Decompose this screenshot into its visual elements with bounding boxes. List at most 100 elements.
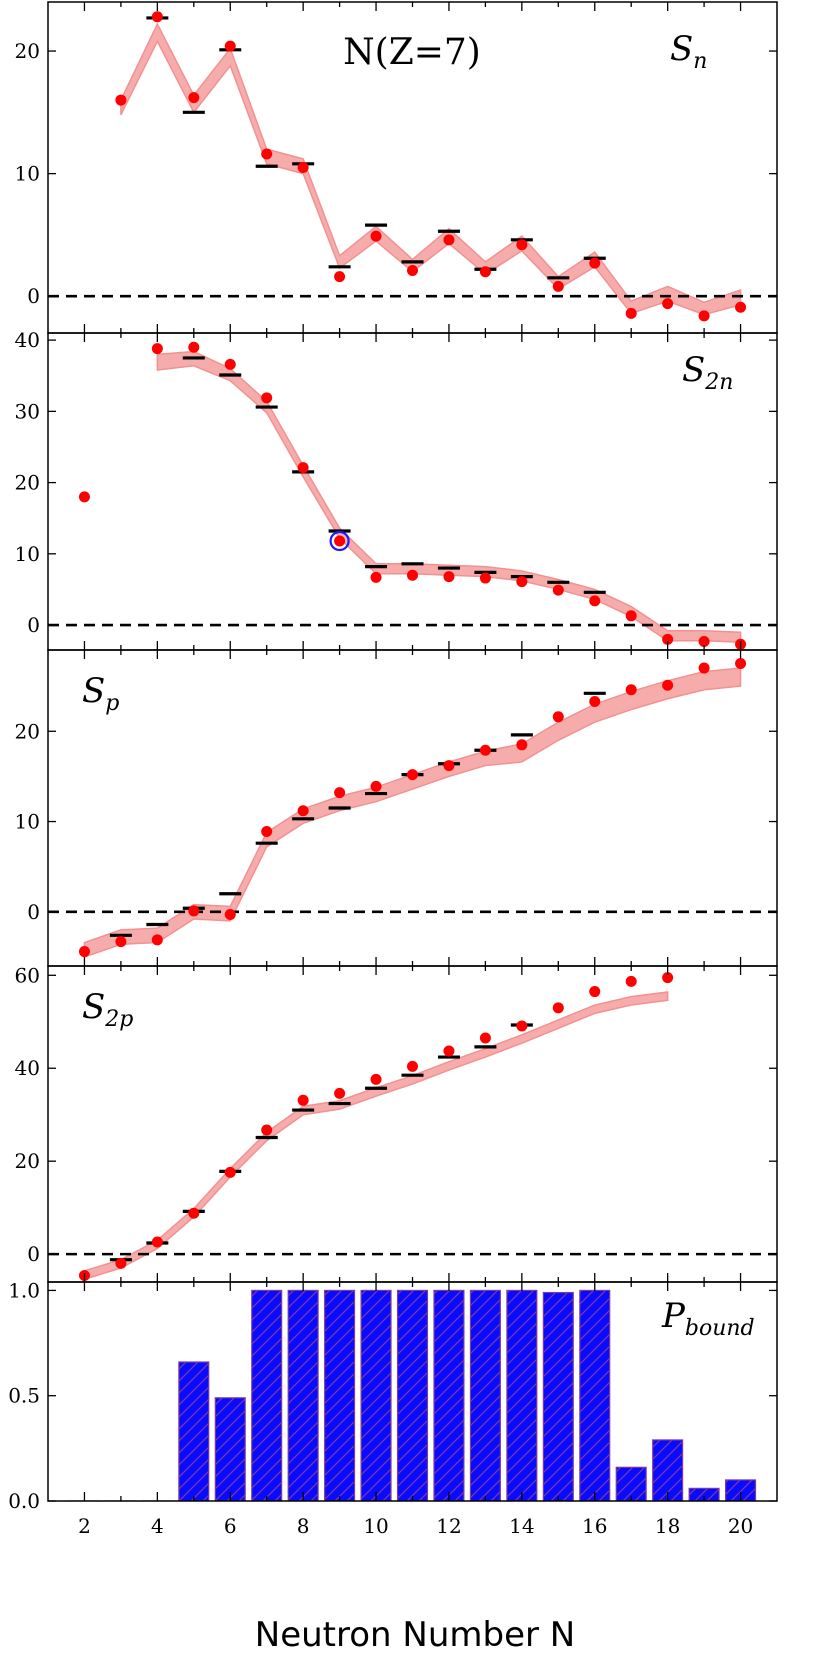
y-tick-label: 40 — [15, 328, 40, 352]
x-tick-label-16: 16 — [582, 1514, 607, 1538]
panel-label-main: S — [682, 350, 705, 390]
prediction-point-N4 — [151, 11, 163, 23]
chart-title: N(Z=7) — [343, 32, 481, 73]
bar-N11 — [396, 1289, 429, 1501]
panel-frame — [47, 965, 778, 1283]
bar-N12 — [433, 1289, 465, 1501]
bar-N6 — [214, 1397, 246, 1501]
highlight-ring — [329, 530, 350, 552]
prediction-point-N14 — [516, 239, 528, 251]
y-tick-label: 30 — [15, 399, 40, 423]
prediction-point-N4 — [151, 934, 163, 946]
prediction-point-N11 — [407, 264, 418, 276]
y-tick-label: 10 — [15, 810, 40, 834]
prediction-point-N20 — [735, 658, 747, 670]
panel-label-S2p: S2p — [82, 987, 133, 1032]
prediction-point-N15 — [552, 280, 564, 292]
prediction-point-N7 — [261, 825, 273, 837]
panel-label-sub: 2n — [704, 370, 733, 395]
panel-plot-area — [48, 11, 777, 322]
prediction-point-N15 — [552, 584, 564, 596]
panel-Pbound: 0.0 0.5 1.0 Pbound — [8, 1278, 778, 1513]
prediction-point-N6 — [224, 358, 236, 370]
prediction-point-N14 — [516, 1020, 528, 1032]
bar-N10 — [360, 1289, 392, 1501]
panel-plot-area — [48, 341, 777, 650]
prediction-point-N7 — [261, 1124, 273, 1136]
prediction-point-N5 — [188, 341, 200, 353]
panel-label-main: P — [661, 1296, 686, 1336]
prediction-point-N9 — [334, 787, 346, 799]
prediction-point-N8 — [297, 462, 309, 474]
prediction-point-N10 — [370, 571, 382, 583]
prediction-point-N19 — [698, 662, 710, 674]
bar-N13 — [469, 1289, 501, 1501]
bar-N15 — [542, 1291, 574, 1501]
prediction-point-N8 — [297, 1094, 309, 1106]
prediction-point-N6 — [224, 1166, 236, 1178]
prediction-point-N14 — [516, 739, 528, 751]
y-tick-label: 20 — [15, 39, 40, 63]
prediction-point-N20 — [735, 301, 747, 313]
prediction-point-N13 — [479, 266, 491, 278]
prediction-point-N8 — [297, 162, 309, 173]
x-tick-label-4: 4 — [151, 1514, 164, 1538]
uncertainty-band — [156, 350, 742, 643]
y-tick-label: 20 — [15, 719, 40, 743]
x-tick-label-8: 8 — [297, 1514, 310, 1538]
y-tick-label: 0 — [27, 900, 40, 924]
prediction-point-N3 — [115, 936, 127, 948]
prediction-point-N11 — [407, 769, 418, 781]
panel-label-main: S — [82, 987, 105, 1027]
x-tick-label-2: 2 — [78, 1514, 91, 1538]
prediction-point-N6 — [224, 40, 236, 52]
prediction-point-N15 — [552, 711, 564, 723]
prediction-point-N2 — [78, 946, 90, 958]
x-axis-label: Neutron Number N — [255, 1615, 575, 1655]
prediction-point-N4 — [151, 343, 163, 355]
prediction-point-N13 — [479, 572, 491, 584]
panel-label-Sp: Sp — [82, 671, 119, 716]
panel-S2n: 0 10 20 30 40 S2n — [15, 328, 778, 651]
panel-label-sub: 2p — [104, 1007, 133, 1032]
y-tick-label: 0 — [27, 613, 40, 637]
prediction-point-N19 — [698, 635, 710, 647]
x-tick-label-10: 10 — [363, 1514, 388, 1538]
prediction-point-N3 — [115, 1257, 127, 1269]
y-tick-label: 20 — [15, 471, 40, 495]
prediction-point-N16 — [589, 595, 601, 607]
panel-plot-area — [48, 658, 777, 959]
panel-label-sub: bound — [685, 1316, 755, 1341]
y-tick-label: 0.5 — [8, 1384, 40, 1408]
prediction-point-N15 — [552, 1002, 564, 1014]
x-tick-label-20: 20 — [728, 1514, 753, 1538]
bar-N16 — [579, 1289, 611, 1501]
prediction-point-N12 — [443, 234, 455, 246]
prediction-point-N12 — [443, 571, 455, 583]
prediction-point-N7 — [261, 392, 273, 404]
bar-N18 — [652, 1439, 684, 1501]
prediction-point-N4 — [151, 1236, 163, 1248]
prediction-point-N18 — [662, 298, 674, 310]
panel-Sp: 0 10 20 Sp — [15, 649, 778, 967]
prediction-point-N10 — [370, 780, 382, 792]
prediction-point-N12 — [443, 760, 455, 772]
y-tick-label: 10 — [15, 542, 40, 566]
prediction-point-N2 — [78, 491, 90, 503]
prediction-point-N12 — [443, 1045, 455, 1057]
prediction-point-N9 — [334, 271, 346, 283]
x-tick-label-14: 14 — [509, 1514, 534, 1538]
prediction-point-N8 — [297, 805, 309, 817]
prediction-point-N5 — [188, 92, 200, 104]
prediction-point-N18 — [662, 679, 674, 691]
bar-N7 — [251, 1289, 283, 1501]
y-tick-label: 60 — [15, 963, 40, 987]
y-tick-label: 40 — [15, 1056, 40, 1080]
prediction-point-N18 — [662, 633, 674, 645]
panel-label-main: S — [82, 671, 105, 711]
prediction-point-N11 — [407, 1060, 418, 1072]
x-tick-label-18: 18 — [655, 1514, 680, 1538]
prediction-point-N17 — [625, 684, 637, 696]
